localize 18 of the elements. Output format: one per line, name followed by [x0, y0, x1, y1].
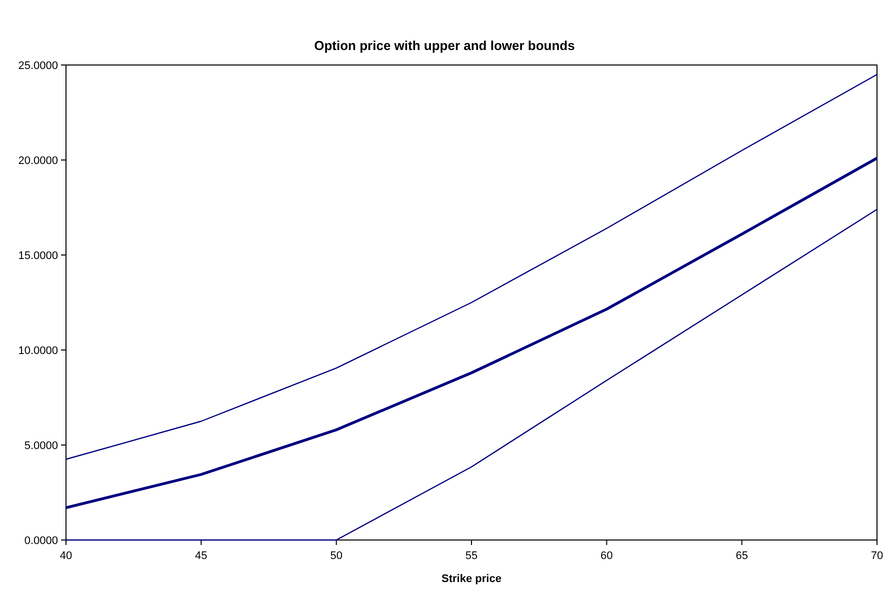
y-tick-label: 15.0000	[18, 250, 58, 262]
line-series	[65, 74, 878, 460]
x-tick-label: 70	[870, 550, 884, 562]
x-tick-label: 55	[465, 550, 478, 562]
chart-title: Option price with upper and lower bounds	[314, 38, 575, 53]
y-tick-label: 20.0000	[18, 154, 58, 167]
line-series	[65, 208, 878, 541]
y-tick-label: 10.0000	[18, 344, 58, 357]
x-axis-title: Strike price	[442, 573, 502, 585]
y-tick-label: 0.0000	[24, 534, 58, 547]
x-tick-label: 50	[330, 550, 342, 562]
y-tick-label: 5.0000	[24, 440, 58, 452]
x-tick-label: 60	[600, 550, 613, 562]
x-tick-label: 65	[736, 550, 748, 562]
x-tick-label: 40	[60, 550, 72, 562]
line-series	[64, 156, 878, 510]
x-tick-label: 45	[195, 550, 208, 562]
y-tick-label: 25.0000	[18, 60, 58, 72]
